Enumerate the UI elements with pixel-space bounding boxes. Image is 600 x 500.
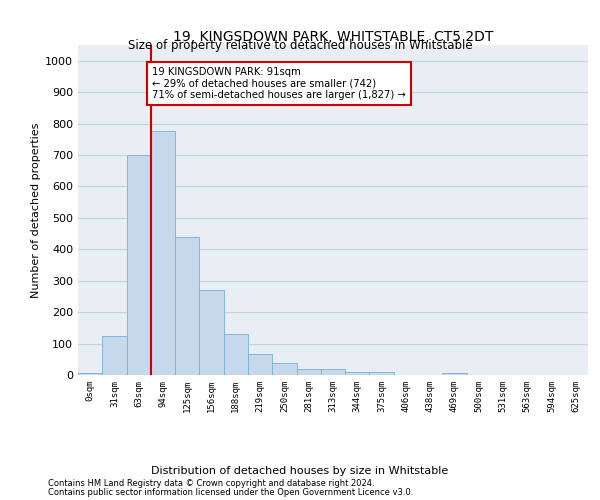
- Bar: [272, 364, 296, 375]
- Y-axis label: Number of detached properties: Number of detached properties: [31, 122, 41, 298]
- Text: Distribution of detached houses by size in Whitstable: Distribution of detached houses by size …: [151, 466, 449, 476]
- Bar: [248, 354, 272, 375]
- Text: Contains HM Land Registry data © Crown copyright and database right 2024.: Contains HM Land Registry data © Crown c…: [48, 479, 374, 488]
- Bar: [370, 372, 394, 375]
- Bar: [127, 155, 151, 375]
- Bar: [321, 368, 345, 375]
- Bar: [102, 336, 127, 375]
- Bar: [199, 290, 224, 375]
- Bar: [175, 236, 199, 375]
- Bar: [151, 132, 175, 375]
- Text: Contains public sector information licensed under the Open Government Licence v3: Contains public sector information licen…: [48, 488, 413, 497]
- Bar: [78, 374, 102, 375]
- Bar: [224, 334, 248, 375]
- Text: Size of property relative to detached houses in Whitstable: Size of property relative to detached ho…: [128, 38, 472, 52]
- Bar: [345, 372, 370, 375]
- Text: 19 KINGSDOWN PARK: 91sqm
← 29% of detached houses are smaller (742)
71% of semi-: 19 KINGSDOWN PARK: 91sqm ← 29% of detach…: [152, 67, 406, 100]
- Bar: [296, 368, 321, 375]
- Bar: [442, 374, 467, 375]
- Title: 19, KINGSDOWN PARK, WHITSTABLE, CT5 2DT: 19, KINGSDOWN PARK, WHITSTABLE, CT5 2DT: [173, 30, 493, 44]
